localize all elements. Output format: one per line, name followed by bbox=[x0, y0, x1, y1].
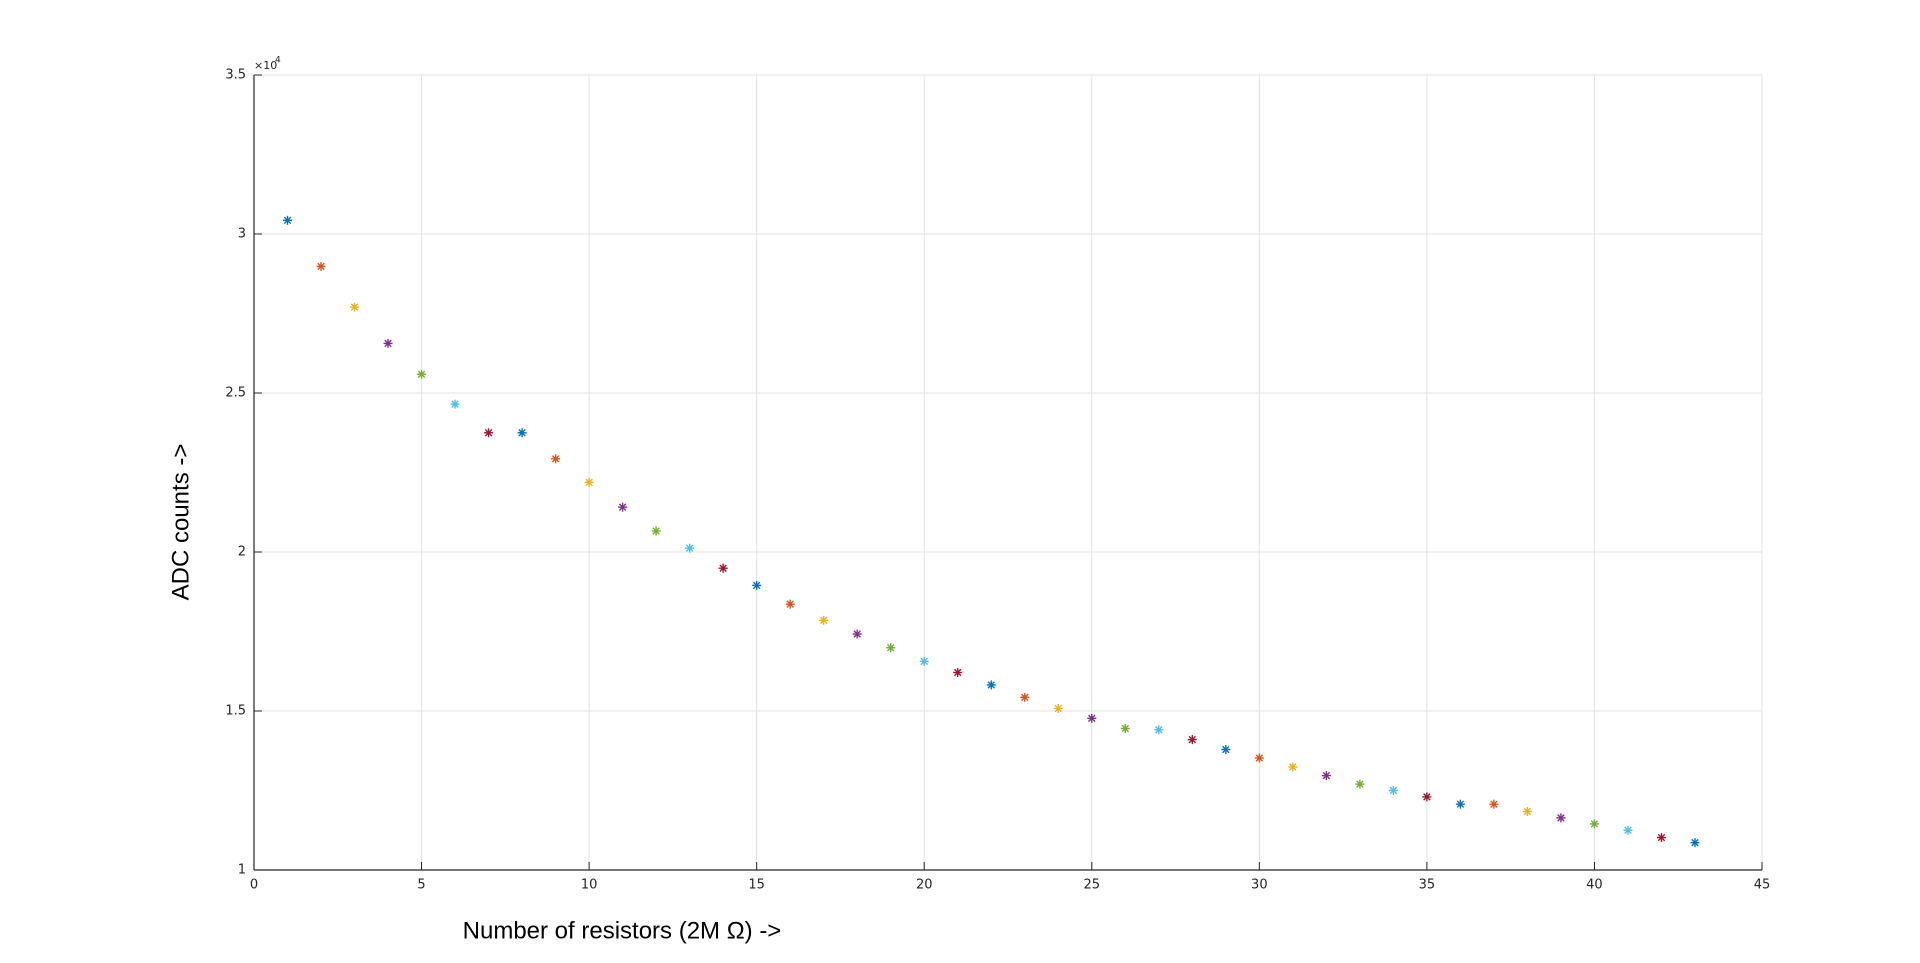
data-point bbox=[584, 477, 594, 487]
y-tick-label: 1 bbox=[238, 863, 246, 878]
y-tick-label: 3 bbox=[238, 227, 246, 242]
x-tick-label: 40 bbox=[1586, 878, 1603, 893]
y-axis-label: ADC counts -> bbox=[167, 444, 194, 601]
data-point bbox=[350, 302, 360, 312]
data-point bbox=[886, 643, 896, 653]
y-tick-label: 2.5 bbox=[225, 386, 246, 401]
data-point bbox=[283, 215, 293, 225]
data-point bbox=[1020, 692, 1030, 702]
data-point bbox=[1254, 753, 1264, 763]
data-point bbox=[1154, 725, 1164, 735]
data-point bbox=[718, 563, 728, 573]
data-point bbox=[618, 502, 628, 512]
x-tick-label: 20 bbox=[916, 878, 933, 893]
data-point bbox=[1388, 786, 1398, 795]
data-point bbox=[1422, 792, 1432, 802]
data-point bbox=[1321, 771, 1331, 781]
y-tick-label: 1.5 bbox=[225, 704, 246, 719]
data-point bbox=[316, 261, 326, 271]
x-tick-label: 15 bbox=[748, 878, 765, 893]
data-point bbox=[517, 428, 527, 438]
y-tick-label: 2 bbox=[238, 545, 246, 560]
data-point bbox=[852, 629, 862, 639]
y-multiplier-exponent: 4 bbox=[275, 56, 281, 66]
data-point bbox=[1589, 819, 1599, 829]
data-point bbox=[1522, 806, 1532, 816]
x-tick-label: 0 bbox=[250, 878, 258, 893]
data-point bbox=[752, 580, 762, 590]
data-point bbox=[919, 656, 929, 666]
data-point bbox=[1455, 799, 1465, 809]
data-point bbox=[1355, 779, 1365, 789]
data-point bbox=[1656, 833, 1666, 843]
data-point bbox=[1187, 735, 1197, 745]
data-point bbox=[1690, 838, 1700, 848]
y-multiplier: ×10 bbox=[254, 59, 277, 72]
data-point bbox=[785, 599, 795, 609]
marks-layer bbox=[283, 215, 1700, 848]
x-tick-label: 10 bbox=[581, 878, 598, 893]
data-point bbox=[1087, 713, 1097, 723]
data-point bbox=[819, 615, 829, 625]
data-point bbox=[484, 428, 494, 438]
data-point bbox=[1556, 813, 1566, 823]
data-point bbox=[383, 338, 393, 348]
x-tick-label: 35 bbox=[1419, 878, 1436, 893]
x-tick-label: 25 bbox=[1084, 878, 1101, 893]
x-tick-label: 5 bbox=[417, 878, 425, 893]
data-point bbox=[450, 399, 460, 409]
data-point bbox=[1489, 799, 1499, 809]
grid-layer: 0 5 10 15 20 25 30 35 40 45 1 1.5 2 2.5 3 3.5 bbox=[225, 68, 1770, 893]
data-point bbox=[1053, 703, 1063, 713]
data-point bbox=[1120, 723, 1130, 733]
data-point bbox=[986, 680, 996, 690]
data-point bbox=[1623, 825, 1633, 835]
data-point bbox=[651, 526, 661, 536]
data-point bbox=[1221, 744, 1231, 754]
data-point bbox=[685, 543, 695, 553]
data-point bbox=[1288, 762, 1298, 772]
x-axis-label: Number of resistors (2M Ω) -> bbox=[463, 917, 782, 944]
data-point bbox=[417, 369, 427, 379]
x-tick-label: 45 bbox=[1754, 878, 1771, 893]
data-point bbox=[551, 454, 561, 464]
x-tick-label: 30 bbox=[1251, 878, 1268, 893]
data-point bbox=[953, 668, 963, 678]
y-tick-label: 3.5 bbox=[225, 68, 246, 83]
